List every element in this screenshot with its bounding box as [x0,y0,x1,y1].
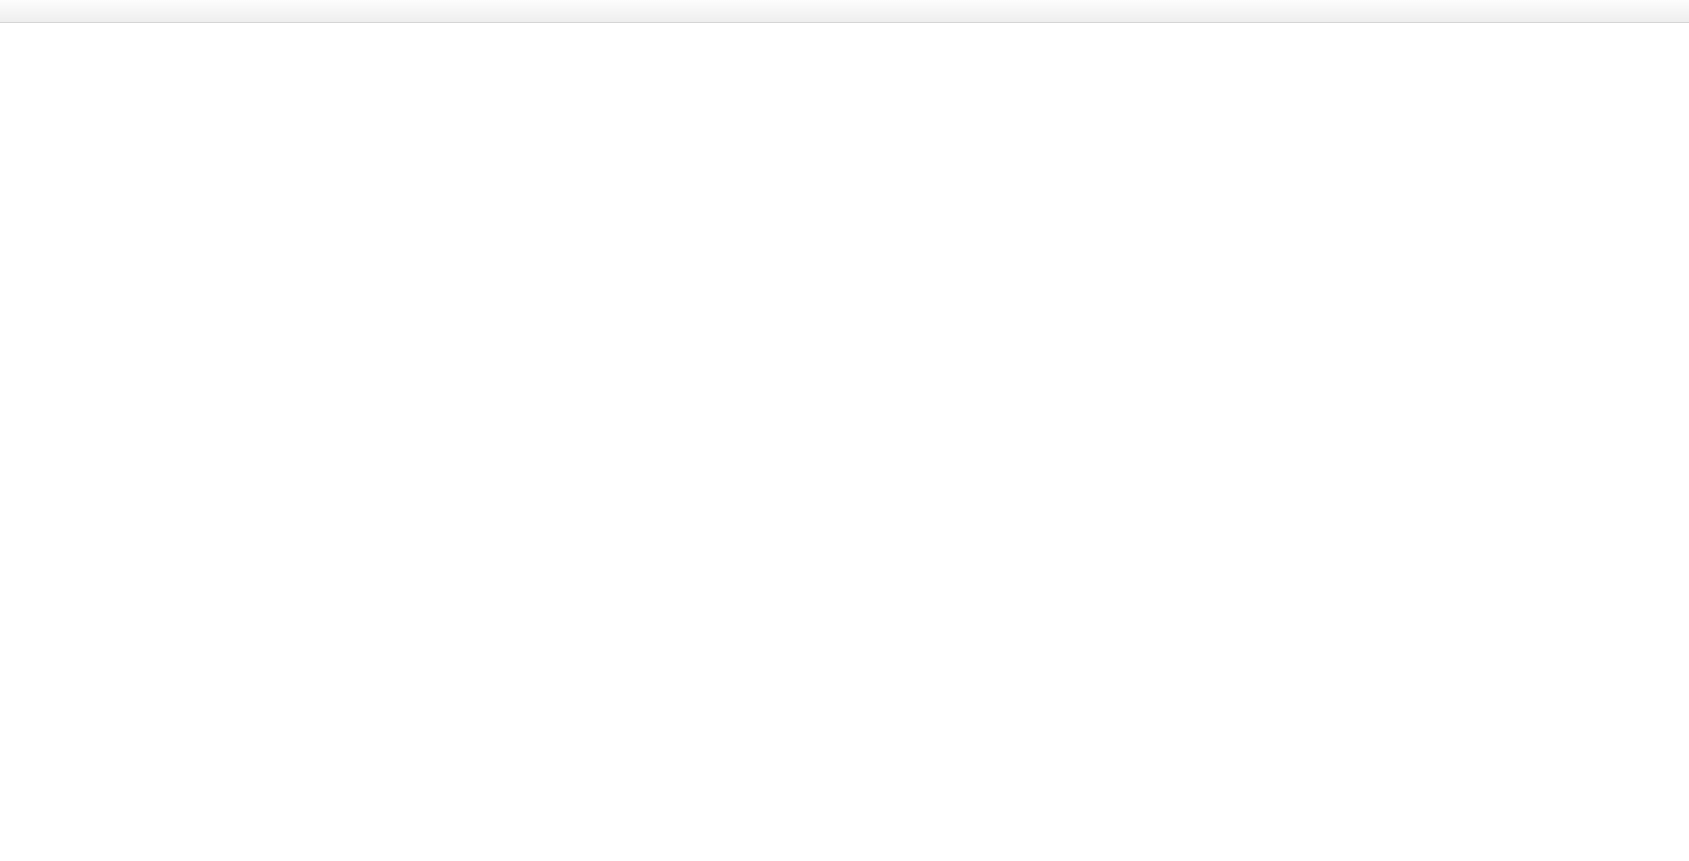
chart-canvas[interactable] [0,23,1689,861]
chart-window[interactable] [0,23,1689,861]
toolbar [0,0,1689,23]
